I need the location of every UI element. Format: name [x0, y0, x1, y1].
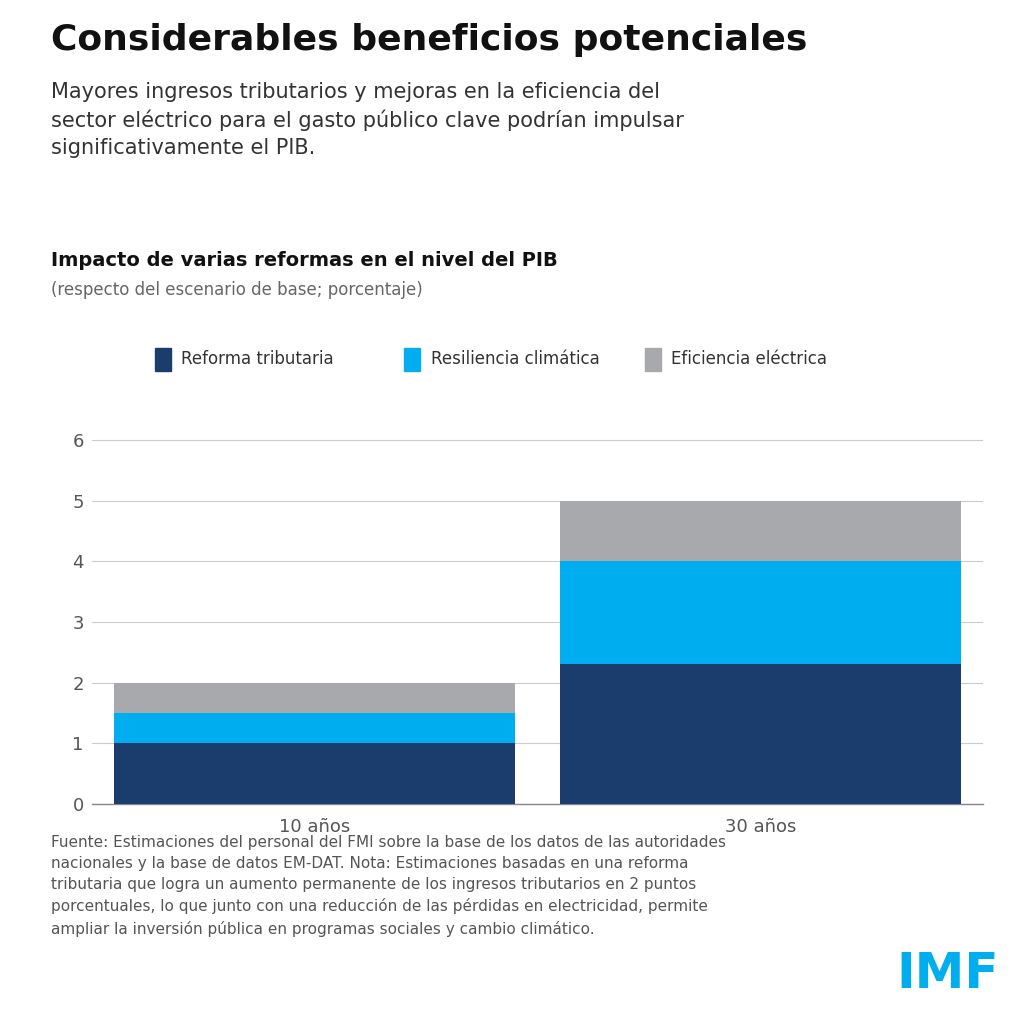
Text: IMF: IMF	[896, 950, 998, 998]
Text: Impacto de varias reformas en el nivel del PIB: Impacto de varias reformas en el nivel d…	[51, 251, 558, 270]
Text: Mayores ingresos tributarios y mejoras en la eficiencia del
sector eléctrico par: Mayores ingresos tributarios y mejoras e…	[51, 82, 684, 159]
Text: (respecto del escenario de base; porcentaje): (respecto del escenario de base; porcent…	[51, 281, 423, 299]
Text: Considerables beneficios potenciales: Considerables beneficios potenciales	[51, 23, 808, 56]
Text: Reforma tributaria: Reforma tributaria	[181, 350, 334, 368]
Bar	[644, 348, 660, 372]
Bar	[115, 683, 515, 713]
Text: Resiliencia climática: Resiliencia climática	[431, 350, 599, 368]
Text: Fuente: Estimaciones del personal del FMI sobre la base de los datos de las auto: Fuente: Estimaciones del personal del FM…	[51, 835, 726, 937]
Text: Eficiencia eléctrica: Eficiencia eléctrica	[672, 350, 827, 368]
Bar	[115, 713, 515, 743]
Bar	[560, 501, 961, 561]
Bar	[155, 348, 171, 372]
Bar	[560, 665, 961, 804]
Bar	[560, 561, 961, 665]
Bar	[115, 743, 515, 804]
Bar	[403, 348, 420, 372]
